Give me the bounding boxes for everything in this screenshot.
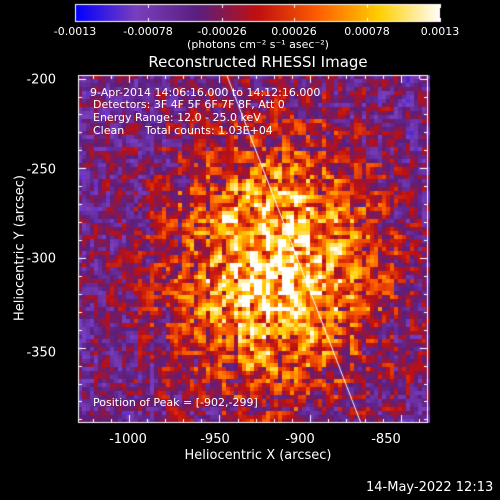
colorbar-tick: 0.00026 xyxy=(271,25,317,38)
x-tick-label: -850 xyxy=(371,432,401,447)
annotation-energy: Energy Range: 12.0 - 25.0 keV xyxy=(93,111,261,124)
y-tick-label: -200 xyxy=(26,72,56,88)
y-tick-label: -350 xyxy=(26,345,56,361)
x-tick-label: -900 xyxy=(285,432,315,447)
x-tick-label: -1000 xyxy=(109,432,147,447)
footer-timestamp: 14-May-2022 12:13 xyxy=(366,480,494,495)
annotation-peak: Position of Peak = [-902,-299] xyxy=(93,396,258,409)
x-axis-label: Heliocentric X (arcsec) xyxy=(184,448,332,463)
annotation-time-range: 9-Apr-2014 14:06:16.000 to 14:12:16.000 xyxy=(90,86,321,99)
colorbar-tick: 0.00078 xyxy=(344,25,390,38)
y-tick-label: -250 xyxy=(26,162,56,178)
y-axis-label: Heliocentric Y (arcsec) xyxy=(12,175,28,321)
colorbar-tick: -0.00026 xyxy=(197,25,247,38)
x-tick-label: -950 xyxy=(200,432,230,447)
y-tick-label: -300 xyxy=(26,251,56,267)
colorbar-label: (photons cm⁻² s⁻¹ asec⁻²) xyxy=(187,38,329,51)
colorbar-tick: -0.0013 xyxy=(53,25,97,38)
chart-title: Reconstructed RHESSI Image xyxy=(148,53,368,71)
annotation-method: Clean xyxy=(93,124,125,137)
colorbar-tick: -0.00078 xyxy=(123,25,173,38)
colorbar-tick: 0.0013 xyxy=(420,25,460,38)
annotation-detectors: Detectors: 3F 4F 5F 6F 7F 8F, Att 0 xyxy=(93,98,285,111)
annotation-total-counts: Total counts: 1.03E+04 xyxy=(145,124,273,137)
